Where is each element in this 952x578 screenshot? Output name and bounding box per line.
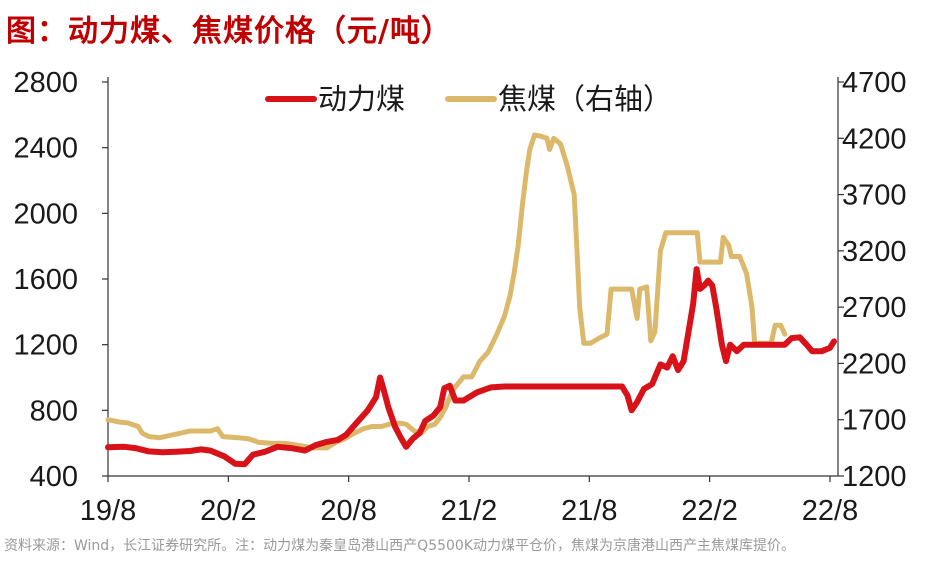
x-ticks: 19/8 20/2 20/8 21/2 21/8 22/2 22/8 bbox=[80, 476, 858, 527]
left-y-tick-label: 2800 bbox=[13, 67, 78, 99]
left-y-tick-label: 1200 bbox=[13, 330, 78, 362]
x-tick-label: 22/8 bbox=[802, 495, 858, 527]
left-y-ticks: 400 800 1200 1600 2000 2400 2800 bbox=[13, 67, 108, 493]
left-y-tick-label: 800 bbox=[30, 395, 78, 427]
source-note: 资料来源：Wind，长江证券研究所。注：动力煤为秦皇岛港山西产Q5500K动力煤… bbox=[4, 538, 796, 554]
x-tick-label: 20/2 bbox=[200, 495, 256, 527]
chart-title: 图：动力煤、焦煤价格（元/吨） bbox=[6, 14, 452, 49]
series-lines bbox=[105, 132, 837, 468]
x-tick-label: 19/8 bbox=[80, 495, 136, 527]
coking-coal-line bbox=[105, 132, 788, 451]
axes bbox=[107, 77, 839, 477]
left-y-tick-label: 400 bbox=[30, 461, 78, 493]
right-y-tick-label: 4200 bbox=[842, 123, 907, 155]
right-y-tick-label: 2700 bbox=[842, 292, 907, 324]
thermal-coal-line bbox=[105, 266, 837, 468]
x-tick-label: 21/8 bbox=[561, 495, 617, 527]
legend: 动力煤 焦煤（右轴） bbox=[265, 82, 672, 116]
right-y-ticks: 1200 1700 2200 2700 3200 3700 4200 4700 bbox=[838, 67, 907, 493]
legend-label-thermal-coal: 动力煤 bbox=[318, 82, 405, 116]
x-tick-label: 22/2 bbox=[681, 495, 737, 527]
right-y-tick-label: 2200 bbox=[842, 348, 907, 380]
left-y-tick-label: 2000 bbox=[13, 198, 78, 230]
right-y-tick-label: 1200 bbox=[842, 461, 907, 493]
x-tick-label: 21/2 bbox=[441, 495, 497, 527]
right-y-tick-label: 3200 bbox=[842, 236, 907, 268]
left-y-tick-label: 1600 bbox=[13, 264, 78, 296]
left-y-tick-label: 2400 bbox=[13, 133, 78, 165]
legend-label-coking-coal: 焦煤（右轴） bbox=[498, 82, 672, 116]
right-y-tick-label: 1700 bbox=[842, 405, 907, 437]
x-tick-label: 20/8 bbox=[320, 495, 376, 527]
right-y-tick-label: 3700 bbox=[842, 180, 907, 212]
right-y-tick-label: 4700 bbox=[842, 67, 907, 99]
